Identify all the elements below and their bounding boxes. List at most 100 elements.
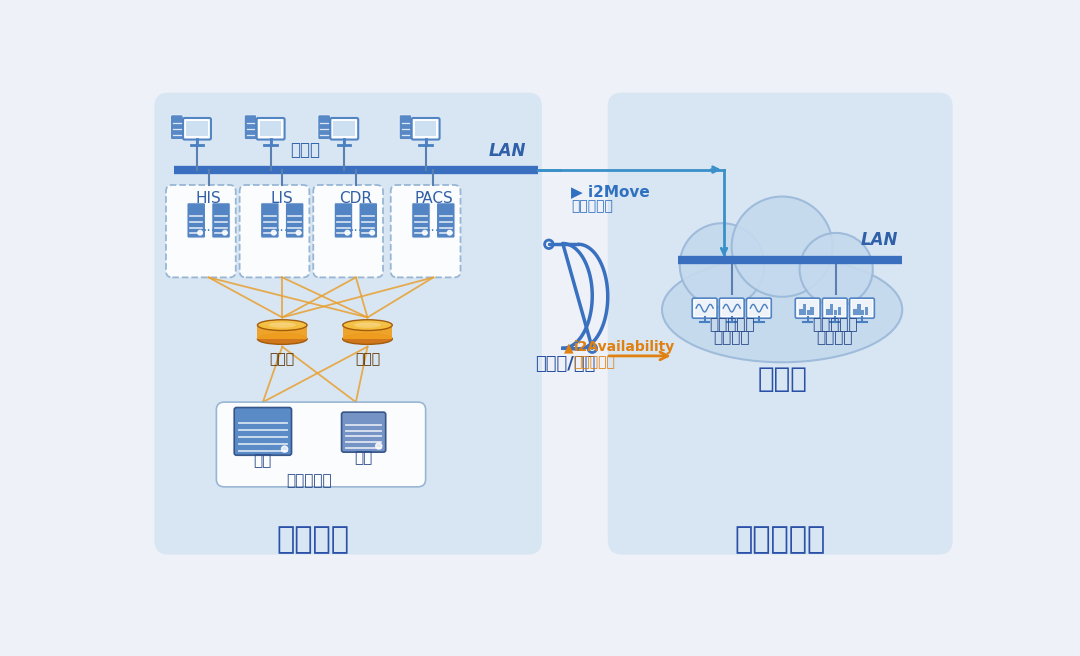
Ellipse shape — [354, 323, 381, 328]
FancyBboxPatch shape — [166, 185, 235, 277]
FancyBboxPatch shape — [334, 203, 353, 238]
Circle shape — [447, 230, 451, 235]
Text: 在线热迁移: 在线热迁移 — [571, 199, 613, 213]
Ellipse shape — [257, 319, 307, 331]
FancyBboxPatch shape — [692, 298, 717, 318]
Bar — [853, 309, 856, 315]
FancyBboxPatch shape — [748, 300, 769, 316]
Text: LAN: LAN — [488, 142, 526, 160]
FancyBboxPatch shape — [334, 121, 355, 136]
Text: 应用高可用: 应用高可用 — [573, 355, 616, 369]
Circle shape — [369, 230, 375, 235]
FancyBboxPatch shape — [244, 115, 257, 140]
Bar — [810, 306, 814, 315]
Circle shape — [345, 230, 350, 235]
Circle shape — [198, 230, 202, 235]
Bar — [838, 306, 841, 315]
Circle shape — [222, 230, 227, 235]
FancyBboxPatch shape — [391, 185, 460, 277]
Text: 存储: 存储 — [354, 450, 373, 465]
FancyBboxPatch shape — [719, 298, 744, 318]
FancyBboxPatch shape — [330, 118, 359, 140]
Text: 管理平台: 管理平台 — [714, 330, 750, 345]
Bar — [834, 310, 837, 315]
FancyBboxPatch shape — [260, 121, 282, 136]
FancyBboxPatch shape — [746, 298, 771, 318]
Text: ...: ... — [349, 220, 363, 234]
Text: 交换机: 交换机 — [270, 352, 295, 366]
FancyBboxPatch shape — [825, 300, 845, 316]
Circle shape — [282, 446, 287, 452]
FancyBboxPatch shape — [411, 118, 440, 140]
FancyBboxPatch shape — [285, 203, 303, 238]
Text: LAN: LAN — [861, 231, 897, 249]
Bar — [802, 304, 807, 315]
Bar — [831, 304, 834, 315]
FancyBboxPatch shape — [694, 300, 715, 316]
Circle shape — [271, 230, 276, 235]
Text: 应用级灾备: 应用级灾备 — [812, 318, 858, 333]
FancyBboxPatch shape — [257, 118, 284, 140]
Text: 业务连续性: 业务连续性 — [708, 318, 755, 333]
FancyBboxPatch shape — [313, 185, 383, 277]
FancyBboxPatch shape — [411, 203, 430, 238]
Bar — [861, 310, 864, 315]
Ellipse shape — [269, 323, 296, 328]
Circle shape — [679, 223, 765, 307]
Bar — [799, 309, 802, 315]
FancyBboxPatch shape — [154, 92, 542, 554]
FancyBboxPatch shape — [850, 298, 875, 318]
FancyBboxPatch shape — [187, 203, 205, 238]
FancyBboxPatch shape — [342, 325, 392, 339]
FancyBboxPatch shape — [415, 121, 436, 136]
FancyBboxPatch shape — [608, 92, 953, 554]
Text: 交换机: 交换机 — [355, 352, 380, 366]
Text: 云主机: 云主机 — [757, 365, 807, 393]
FancyBboxPatch shape — [183, 118, 211, 140]
FancyBboxPatch shape — [359, 203, 378, 238]
Text: 存储资源池: 存储资源池 — [286, 473, 333, 488]
Text: ▶ i2Move: ▶ i2Move — [571, 184, 650, 199]
Text: HIS: HIS — [195, 192, 221, 207]
FancyBboxPatch shape — [795, 298, 820, 318]
Text: 裸光纤/专线: 裸光纤/专线 — [535, 355, 595, 373]
FancyBboxPatch shape — [186, 121, 207, 136]
Text: 存储: 存储 — [254, 453, 272, 468]
FancyBboxPatch shape — [260, 203, 279, 238]
Bar — [858, 304, 861, 315]
Circle shape — [422, 230, 428, 235]
Text: ...: ... — [275, 220, 288, 234]
Text: 客户端: 客户端 — [291, 141, 321, 159]
Circle shape — [376, 443, 382, 449]
Text: i2Availability: i2Availability — [573, 340, 675, 354]
FancyBboxPatch shape — [436, 203, 455, 238]
Bar — [865, 306, 868, 315]
FancyBboxPatch shape — [798, 300, 818, 316]
FancyBboxPatch shape — [171, 115, 183, 140]
Text: PACS: PACS — [414, 192, 453, 207]
FancyBboxPatch shape — [341, 412, 386, 452]
FancyBboxPatch shape — [318, 115, 330, 140]
Ellipse shape — [257, 334, 307, 344]
FancyBboxPatch shape — [257, 325, 307, 339]
Text: LIS: LIS — [271, 192, 294, 207]
Ellipse shape — [342, 319, 392, 331]
FancyBboxPatch shape — [400, 115, 411, 140]
Text: ...: ... — [202, 220, 215, 234]
Circle shape — [799, 233, 873, 306]
FancyBboxPatch shape — [240, 185, 309, 277]
Text: 云灾备中心: 云灾备中心 — [735, 525, 826, 554]
Circle shape — [731, 197, 833, 297]
Bar — [807, 310, 810, 315]
FancyBboxPatch shape — [721, 300, 742, 316]
FancyBboxPatch shape — [212, 203, 230, 238]
Circle shape — [296, 230, 301, 235]
Text: ▲: ▲ — [564, 342, 573, 355]
Ellipse shape — [662, 257, 902, 362]
FancyBboxPatch shape — [216, 402, 426, 487]
FancyBboxPatch shape — [823, 298, 847, 318]
FancyBboxPatch shape — [852, 300, 872, 316]
Bar — [826, 309, 829, 315]
Ellipse shape — [342, 334, 392, 344]
Text: CDR: CDR — [339, 192, 373, 207]
